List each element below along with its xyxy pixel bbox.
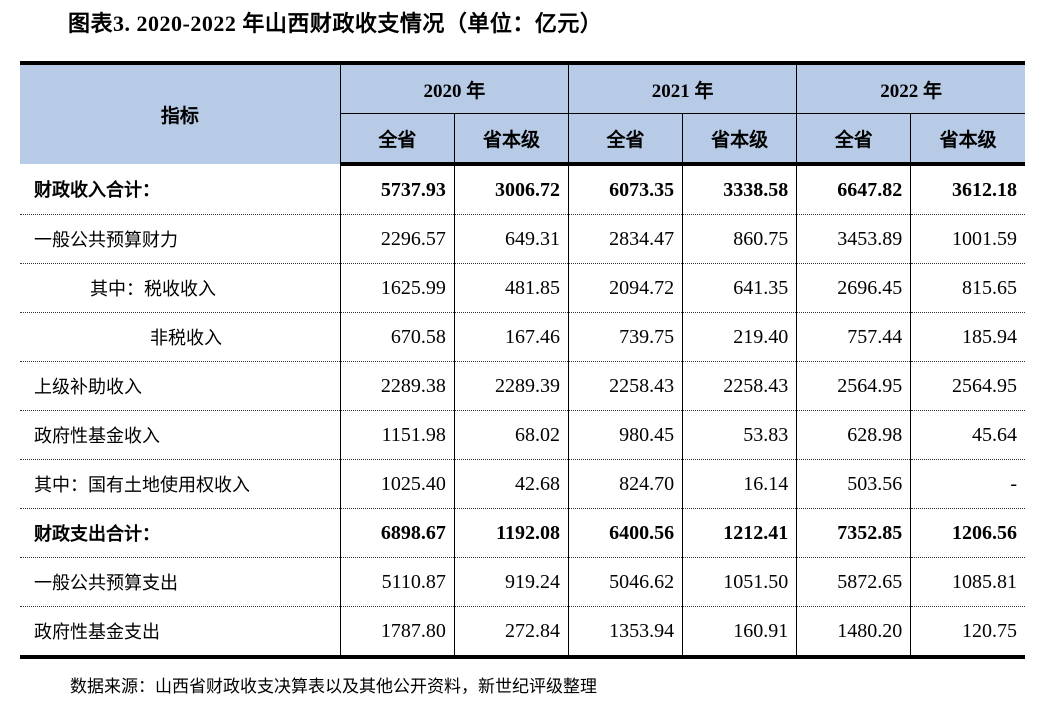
cell-value: 1625.99 (339, 263, 455, 313)
cell-value: 757.44 (796, 312, 911, 362)
cell-value: 7352.85 (796, 508, 911, 558)
cell-value: 1085.81 (910, 557, 1025, 607)
cell-value: 1192.08 (453, 508, 569, 558)
cell-value: 3612.18 (910, 164, 1025, 215)
subheader: 省本级 (910, 113, 1025, 166)
row-label: 其中：国有土地使用权收入 (20, 459, 341, 509)
cell-value: 1025.40 (339, 459, 455, 509)
row-label: 上级补助收入 (20, 361, 341, 411)
table-row: 财政收入合计： 5737.93 3006.72 6073.35 3338.58 6647.… (20, 164, 1025, 215)
row-label: 非税收入 (20, 312, 341, 362)
cell-value: 16.14 (682, 459, 797, 509)
cell-value: 860.75 (682, 214, 797, 264)
row-label: 财政收入合计： (20, 164, 341, 215)
row-label: 政府性基金支出 (20, 606, 341, 659)
cell-value: 68.02 (453, 410, 569, 460)
cell-value: 219.40 (682, 312, 797, 362)
cell-value: 1151.98 (339, 410, 455, 460)
cell-value: 6898.67 (339, 508, 455, 558)
cell-value: 628.98 (796, 410, 911, 460)
row-label: 一般公共预算财力 (20, 214, 341, 264)
cell-value: 6647.82 (796, 164, 911, 215)
cell-value: 670.58 (339, 312, 455, 362)
cell-value: 2834.47 (567, 214, 683, 264)
cell-value: 649.31 (453, 214, 569, 264)
table-title: 图表3. 2020-2022 年山西财政收支情况（单位：亿元） (68, 11, 603, 36)
cell-value: 2258.43 (567, 361, 683, 411)
table-row: 财政支出合计： 6898.67 1192.08 6400.56 1212.41 7352.… (20, 508, 1025, 558)
cell-value: 1206.56 (910, 508, 1025, 558)
cell-value: 5046.62 (567, 557, 683, 607)
cell-value: 6073.35 (567, 164, 683, 215)
cell-value: 3338.58 (682, 164, 797, 215)
cell-value: 1353.94 (567, 606, 683, 659)
cell-value: 160.91 (682, 606, 797, 659)
indicator-header: 指标 (20, 61, 341, 164)
subheader: 全省 (567, 113, 683, 166)
cell-value: 167.46 (453, 312, 569, 362)
year-header: 2021 年 (567, 61, 797, 114)
cell-value: 2289.39 (453, 361, 569, 411)
cell-value: 185.94 (910, 312, 1025, 362)
cell-value: 815.65 (910, 263, 1025, 313)
cell-value: 824.70 (567, 459, 683, 509)
cell-value: 2258.43 (682, 361, 797, 411)
row-label: 财政支出合计： (20, 508, 341, 558)
cell-value: 6400.56 (567, 508, 683, 558)
subheader: 省本级 (453, 113, 569, 166)
year-header: 2020 年 (339, 61, 569, 114)
cell-value: 42.68 (453, 459, 569, 509)
cell-value: 120.75 (910, 606, 1025, 659)
cell-value: - (910, 459, 1025, 509)
cell-value: 481.85 (453, 263, 569, 313)
cell-value: 1787.80 (339, 606, 455, 659)
table-row: 其中：国有土地使用权收入 1025.40 42.68 824.70 16.14 503.5… (20, 459, 1025, 509)
subheader: 全省 (339, 113, 455, 166)
cell-value: 272.84 (453, 606, 569, 659)
cell-value: 2564.95 (910, 361, 1025, 411)
cell-value: 2296.57 (339, 214, 455, 264)
cell-value: 919.24 (453, 557, 569, 607)
table-row: 一般公共预算支出 5110.87 919.24 5046.62 1051.50 5872.… (20, 557, 1025, 607)
cell-value: 5110.87 (339, 557, 455, 607)
cell-value: 1001.59 (910, 214, 1025, 264)
table-row: 政府性基金收入 1151.98 68.02 980.45 53.83 628.98 45.6… (20, 410, 1025, 460)
fiscal-table: 指标 2020 年 2021 年 2022 年 全省 省本级 全省 省本级 全省… (20, 61, 1025, 659)
cell-value: 1212.41 (682, 508, 797, 558)
table-row: 一般公共预算财力 2296.57 649.31 2834.47 860.75 3453.8… (20, 214, 1025, 264)
table-row: 上级补助收入 2289.38 2289.39 2258.43 2258.43 2564.9… (20, 361, 1025, 411)
row-label: 一般公共预算支出 (20, 557, 341, 607)
source-note: 数据来源：山西省财政收支决算表以及其他公开资料，新世纪评级整理 (70, 677, 597, 697)
row-label: 其中：税收收入 (20, 263, 341, 313)
cell-value: 45.64 (910, 410, 1025, 460)
subheader: 省本级 (682, 113, 797, 166)
cell-value: 2564.95 (796, 361, 911, 411)
cell-value: 1480.20 (796, 606, 911, 659)
cell-value: 5737.93 (339, 164, 455, 215)
cell-value: 53.83 (682, 410, 797, 460)
cell-value: 5872.65 (796, 557, 911, 607)
cell-value: 739.75 (567, 312, 683, 362)
cell-value: 2289.38 (339, 361, 455, 411)
year-header: 2022 年 (796, 61, 1025, 114)
cell-value: 3006.72 (453, 164, 569, 215)
cell-value: 3453.89 (796, 214, 911, 264)
cell-value: 641.35 (682, 263, 797, 313)
cell-value: 1051.50 (682, 557, 797, 607)
cell-value: 980.45 (567, 410, 683, 460)
cell-value: 2696.45 (796, 263, 911, 313)
row-label: 政府性基金收入 (20, 410, 341, 460)
table-row: 政府性基金支出 1787.80 272.84 1353.94 160.91 1480.20… (20, 606, 1025, 659)
subheader: 全省 (796, 113, 911, 166)
table-row: 其中：税收收入 1625.99 481.85 2094.72 641.35 2696.45… (20, 263, 1025, 313)
cell-value: 503.56 (796, 459, 911, 509)
table-row: 非税收入 670.58 167.46 739.75 219.40 757.44 185.94 (20, 312, 1025, 362)
cell-value: 2094.72 (567, 263, 683, 313)
